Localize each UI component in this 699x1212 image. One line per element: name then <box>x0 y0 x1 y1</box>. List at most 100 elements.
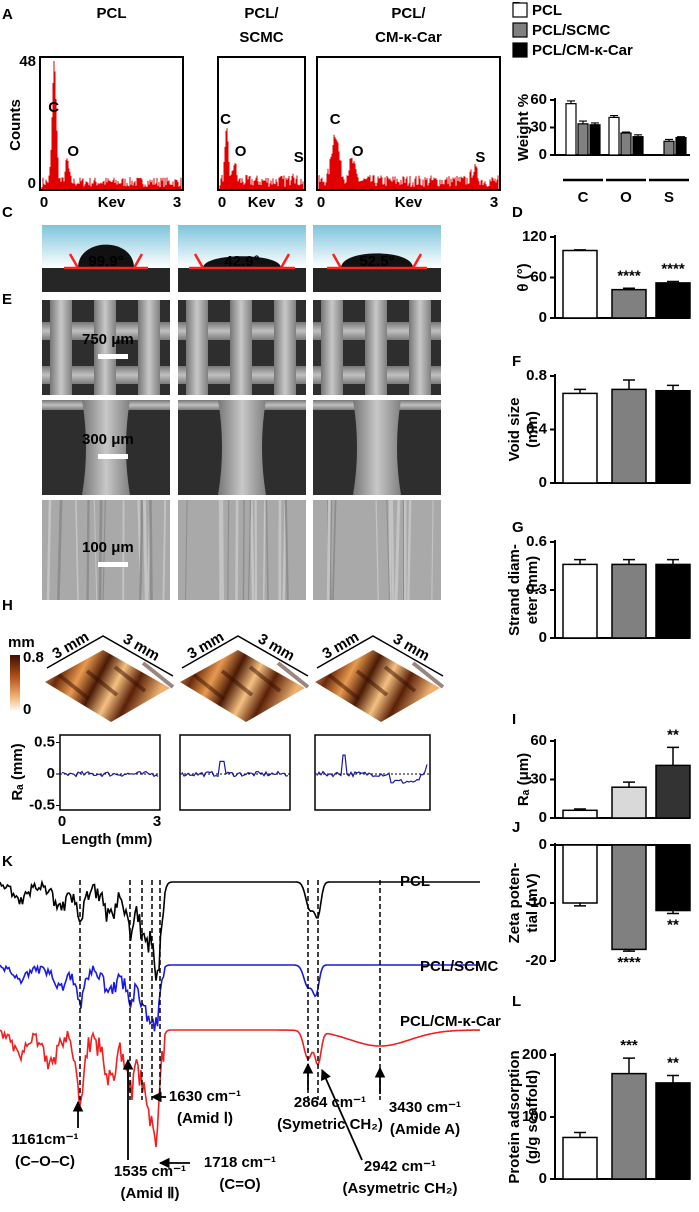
sem-texture <box>329 499 333 601</box>
significance: **** <box>661 261 685 278</box>
sem-texture <box>142 499 148 601</box>
y-tick-label: 60 <box>530 732 547 749</box>
sem-texture <box>407 499 412 601</box>
bar <box>611 563 647 639</box>
sem-image <box>42 499 170 601</box>
panel-letter: J <box>512 819 520 836</box>
sem-image <box>178 499 306 601</box>
error-bar <box>579 120 587 124</box>
bar <box>655 389 691 484</box>
ftir-annotation: 3430 cm⁻¹ <box>389 1099 461 1116</box>
edx-peak-label: S <box>294 149 304 166</box>
edx-peak-label: S <box>475 149 485 166</box>
y-axis-label: Protein adsorption <box>506 1050 523 1183</box>
y-tick-label: 0 <box>539 1170 547 1187</box>
bar <box>562 392 598 484</box>
sem-image <box>42 300 170 395</box>
edx-x-tick: 3 <box>173 194 181 211</box>
panel-letter: K <box>2 853 13 870</box>
error-bar <box>574 1131 586 1138</box>
y-axis-label: Strand diam- <box>506 544 523 636</box>
sem-strand <box>82 400 130 495</box>
surface-ridge <box>220 669 254 697</box>
bar <box>589 124 601 156</box>
photo-ground <box>178 268 306 292</box>
profile-y-tick: 0.5 <box>34 733 55 750</box>
error-bar <box>623 558 635 565</box>
sem-strand <box>409 300 431 395</box>
error-bar <box>622 131 630 133</box>
angle-lines <box>189 253 295 270</box>
sem-strand <box>186 300 208 395</box>
error-bar <box>634 134 642 137</box>
bar <box>655 764 691 819</box>
sem-texture <box>227 499 230 601</box>
surface-ridge <box>411 661 445 689</box>
sem-texture <box>75 499 79 601</box>
x-tick-label: S <box>664 189 674 206</box>
sem-strand <box>138 300 160 395</box>
bar <box>611 844 647 951</box>
error-bar <box>667 1074 679 1083</box>
contact-angle: 42.9° <box>224 253 259 270</box>
sem-texture <box>249 499 255 601</box>
colorbar-tick: 0 <box>23 701 31 718</box>
photo-ground <box>313 268 441 292</box>
ftir-annotation: (Amide A) <box>390 1121 460 1138</box>
scale-bar <box>98 454 128 459</box>
profile-frame <box>314 734 431 811</box>
panel-letter: H <box>2 597 13 614</box>
error-bar <box>623 379 635 390</box>
contact-angle: 99.9° <box>88 253 123 270</box>
sem-image <box>42 400 170 495</box>
ftir-annotation: (C=O) <box>219 1176 260 1193</box>
sem-strand <box>230 300 252 395</box>
sem-texture <box>431 499 434 601</box>
angle-lines <box>64 253 148 270</box>
sem-texture <box>46 499 52 601</box>
sem-texture <box>220 499 224 601</box>
y-tick-label: 0.3 <box>526 581 547 598</box>
x-tick-label: O <box>620 189 632 206</box>
surface-ridge <box>85 669 119 697</box>
contact-angle: 52.5° <box>359 253 394 270</box>
surface-ridge <box>141 661 175 689</box>
droplet <box>341 253 413 268</box>
edx-spectrum <box>318 134 499 190</box>
panel-letter: L <box>512 993 521 1010</box>
sem-texture <box>390 499 395 601</box>
panel-letter: C <box>2 204 13 221</box>
y-tick-label: 0 <box>539 809 547 826</box>
profile-line <box>316 754 428 784</box>
edx-peak-label: O <box>235 143 247 160</box>
ftir-annotation: 1630 cm⁻¹ <box>169 1088 241 1105</box>
y-tick-label: 0.4 <box>526 420 548 437</box>
edx-title: PCL/ <box>244 5 279 22</box>
y-tick-label: 0 <box>539 836 547 853</box>
surface-dimension: 3 mm <box>390 630 432 664</box>
error-bar <box>574 388 586 394</box>
sem-texture <box>162 499 167 601</box>
ftir-series-label: PCL/SCMC <box>420 958 499 975</box>
edx-y-tick: 48 <box>19 53 36 70</box>
sem-texture <box>86 499 90 601</box>
profile-line <box>181 760 289 778</box>
sem-texture <box>184 499 188 601</box>
y-axis-label: Zeta poten- <box>506 863 523 944</box>
bar <box>611 786 647 819</box>
ftir-series-label: PCL/CM-κ-Car <box>400 1013 501 1030</box>
edx-frame <box>217 56 306 191</box>
sem-texture <box>242 499 245 601</box>
sem-strand <box>218 400 266 495</box>
profile-x-tick: 0 <box>58 813 66 830</box>
panel-letter: D <box>512 204 523 221</box>
error-bar <box>574 249 586 251</box>
photo-ground <box>42 268 170 292</box>
profile-frame <box>179 734 291 811</box>
colorbar-tick: 0.8 <box>23 649 44 666</box>
y-tick-label: 60 <box>530 268 547 285</box>
bar <box>655 282 691 319</box>
y-tick-label: 120 <box>522 228 547 245</box>
y-tick-label: 0.6 <box>526 533 547 550</box>
profile-y-tick: 0 <box>47 765 55 782</box>
